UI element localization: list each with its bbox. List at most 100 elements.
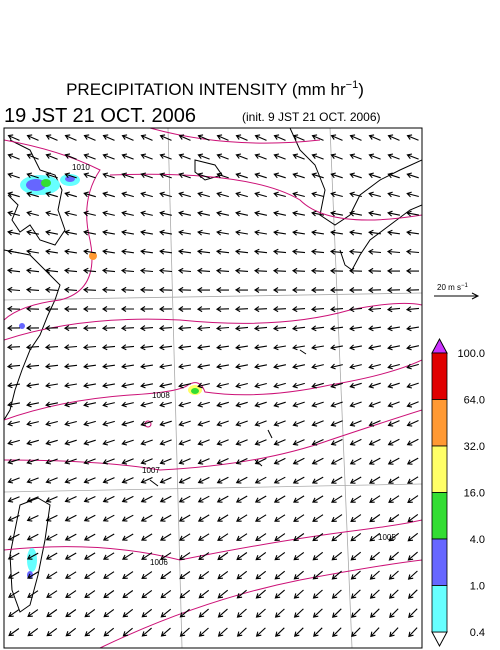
wind-arrow	[141, 627, 152, 637]
wind-arrow	[235, 172, 248, 179]
wind-arrow	[235, 495, 248, 503]
wind-arrow	[272, 267, 287, 274]
wind-arrow	[82, 286, 97, 293]
wind-arrow	[216, 476, 229, 484]
wind-arrow	[235, 476, 248, 484]
wind-arrow	[45, 229, 59, 236]
wind-arrow	[197, 476, 210, 484]
wind-arrow	[254, 191, 267, 198]
wind-arrow	[197, 514, 210, 522]
isobar-labels: 1010 1008 1007 1006 1005	[72, 163, 396, 567]
wind-arrow	[407, 551, 418, 561]
wind-arrow	[45, 514, 58, 522]
wind-arrow	[121, 477, 134, 484]
wind-arrow	[349, 420, 362, 427]
wind-arrow	[27, 590, 39, 598]
wind-arrow	[83, 401, 97, 408]
wind-arrow	[330, 344, 344, 351]
wind-arrow	[83, 172, 96, 179]
wind-arrow	[65, 571, 77, 579]
colorbar-bin	[431, 538, 448, 586]
wind-arrow	[255, 551, 267, 561]
wind-arrow	[292, 401, 305, 408]
wind-arrow	[368, 438, 381, 446]
wind-arrow	[102, 458, 115, 465]
wind-arrow	[312, 495, 324, 503]
wind-arrow	[293, 589, 304, 599]
wind-arrow	[63, 306, 78, 312]
wind-arrow	[159, 363, 172, 370]
wind-arrow	[44, 344, 59, 351]
wind-arrow	[216, 382, 229, 389]
wind-arrow	[158, 306, 173, 312]
wind-arrow	[102, 210, 115, 217]
wind-arrow	[388, 570, 399, 580]
wind-arrow	[83, 248, 96, 255]
wind-arrow	[26, 420, 39, 427]
wind-arrow	[82, 267, 97, 274]
wind-arrow	[45, 191, 58, 198]
isobar-label: 1006	[150, 558, 168, 567]
wind-arrow	[197, 439, 210, 446]
wind-arrow	[292, 457, 305, 465]
wind-arrow	[311, 172, 324, 179]
wind-arrow	[367, 248, 382, 255]
wind-arrow	[159, 495, 172, 503]
wind-arrow	[387, 210, 401, 217]
wind-arrow	[331, 532, 343, 542]
wind-arrow	[293, 514, 305, 522]
wind-arrow	[159, 248, 172, 255]
wind-arrow	[312, 589, 323, 599]
wind-arrow	[330, 134, 343, 141]
wind-arrow	[177, 267, 192, 274]
wind-arrow	[255, 570, 267, 580]
wind-arrow	[312, 570, 323, 580]
wind-arrow	[407, 495, 419, 503]
wind-arrow	[26, 439, 39, 446]
wind-arrow	[405, 268, 420, 274]
wind-arrow	[312, 551, 324, 561]
wind-arrow	[64, 533, 77, 541]
wind-arrow	[368, 210, 382, 217]
isobar-label: 1005	[378, 533, 396, 542]
wind-arrow	[7, 382, 20, 389]
wind-arrow	[7, 514, 20, 522]
wind-arrow	[121, 363, 134, 370]
wind-arrow	[292, 476, 305, 484]
wind-arrow	[197, 382, 210, 389]
wind-arrow	[140, 134, 153, 141]
title-exponent: −1	[346, 79, 359, 91]
wind-arrow	[274, 570, 286, 580]
wind-arrow	[254, 172, 267, 179]
wind-arrow	[102, 229, 116, 236]
wind-arrow	[83, 439, 96, 446]
wind-arrow	[368, 153, 381, 160]
wind-arrow	[311, 210, 325, 217]
wind-arrow	[215, 306, 230, 313]
wind-arrow	[236, 570, 248, 580]
wind-arrow	[387, 438, 400, 446]
wind-arrow	[139, 267, 154, 274]
wind-arrow	[26, 401, 40, 408]
wind-arrow	[197, 134, 210, 141]
wind-arrow	[197, 191, 210, 198]
wind-arrow	[27, 627, 39, 637]
wind-arrow	[349, 457, 362, 465]
wind-arrow	[369, 476, 381, 484]
wind-arrow	[216, 134, 229, 141]
precip-area	[89, 252, 97, 260]
wind-arrow	[216, 229, 229, 236]
colorbar-label: 64.0	[464, 395, 485, 407]
wind-arrow	[141, 533, 153, 541]
wind-arrow	[160, 552, 172, 560]
wind-arrow	[121, 229, 135, 236]
precipitation	[19, 174, 202, 579]
wind-arrow	[217, 608, 228, 618]
wind-arrow	[84, 590, 96, 598]
wind-arrow	[102, 363, 115, 370]
wind-arrow	[63, 325, 78, 332]
wind-arrow	[122, 590, 134, 599]
wind-arrow	[83, 496, 96, 503]
wind-arrow	[291, 325, 306, 332]
wind-arrow	[254, 401, 267, 408]
